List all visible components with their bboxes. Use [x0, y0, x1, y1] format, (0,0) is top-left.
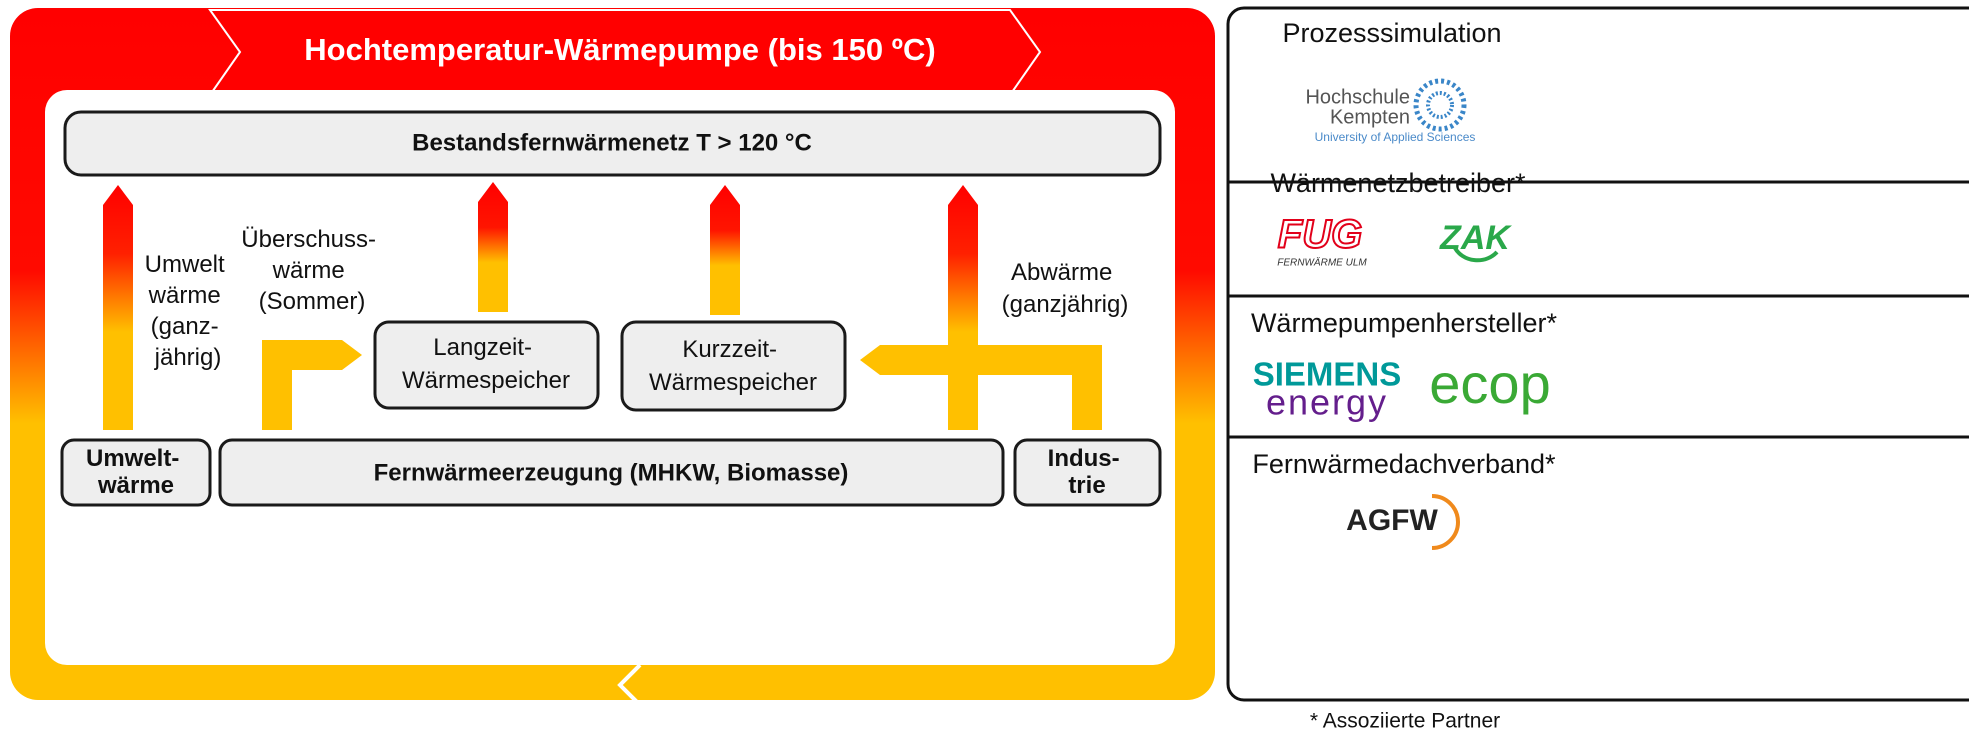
environment-source-label: Umwelt- wärme: [86, 445, 186, 499]
industry-label: Indus- trie: [1048, 445, 1127, 499]
network-label: Bestandsfernwärmenetz T > 120 °C: [412, 129, 812, 156]
kempten-logo-mark: [1413, 78, 1467, 132]
generation-box: [218, 438, 1005, 507]
logo-text: AGFW: [1346, 504, 1438, 537]
short-term-label: Kurzzeit- Wärmespeicher: [649, 336, 817, 396]
generation-label: Fernwärmeerzeugung (MHKW, Biomasse): [374, 459, 849, 486]
logo-text: SIEMENS: [1253, 356, 1402, 393]
partner-title: Wärmepumpenhersteller*: [1251, 308, 1558, 338]
long-term-label: Langzeit- Wärmespeicher: [402, 334, 570, 394]
network-box: [63, 110, 1162, 177]
environment-source-box: [60, 438, 212, 507]
environment-flow-label: Umwelt wärme (ganz- jährig): [145, 251, 232, 371]
short-term-box: [620, 320, 847, 412]
return-chevron: [617, 663, 642, 707]
logo-text: FERNWÄRME ULM: [1277, 257, 1367, 269]
partner-title: Wärmenetzbetreiber*: [1270, 168, 1526, 198]
long-term-box: [373, 320, 600, 410]
arrow-surplus: [262, 340, 362, 430]
logo-text: energy: [1266, 382, 1388, 423]
arrow-long-term: [478, 182, 508, 312]
footnote: * Assoziierte Partner: [1310, 710, 1500, 733]
surplus-flow-label: Überschuss- wärme (Sommer): [241, 226, 382, 315]
partner-title: Fernwärmedachverband*: [1252, 449, 1556, 479]
arrow-environment: [103, 185, 133, 430]
logo-text: University of Applied Sciences: [1315, 130, 1476, 144]
logo-text: FUG: [1278, 213, 1362, 257]
partner-title: Prozesssimulation: [1282, 18, 1501, 48]
waste-flow-label: Abwärme (ganzjährig): [1002, 259, 1129, 318]
arrow-short-term: [710, 185, 740, 315]
arrow-waste: [948, 185, 978, 430]
logo-text: Kempten: [1330, 106, 1410, 128]
inner-panel: [45, 90, 1175, 665]
zak-logo-arc: [1453, 246, 1499, 263]
arrow-industry: [860, 345, 1102, 430]
logo-text: ZAK: [1439, 219, 1512, 257]
title: Hochtemperatur-Wärmepumpe (bis 150 ºC): [304, 32, 935, 67]
logo-text: Hochschule: [1305, 86, 1410, 108]
logo-text: ecop: [1429, 352, 1550, 415]
industry-box: [1013, 438, 1162, 507]
agfw-logo-arc: [1431, 494, 1460, 550]
